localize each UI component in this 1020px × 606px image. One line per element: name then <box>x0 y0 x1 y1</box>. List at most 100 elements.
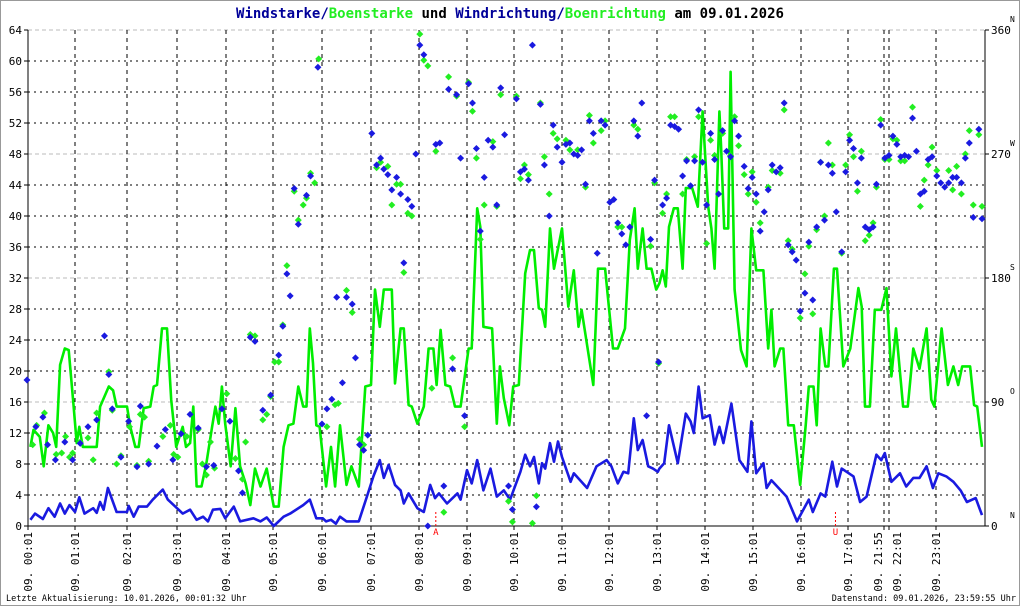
boenrichtung-point <box>893 136 901 144</box>
boenrichtung-point <box>461 423 469 431</box>
windrichtung-point <box>715 190 723 198</box>
windrichtung-point <box>792 256 800 264</box>
boenrichtung-point <box>916 202 924 210</box>
boenrichtung-point <box>271 358 279 366</box>
windrichtung-point <box>965 139 973 147</box>
chart-title: Windstarke/Boenstarke und Windrichtung/B… <box>236 6 784 22</box>
windrichtung-point <box>920 187 928 195</box>
boenrichtung-point <box>449 354 457 362</box>
windrichtung-point <box>457 154 465 162</box>
title-part: Boenrichtung <box>565 6 666 22</box>
windrichtung-point <box>279 322 287 330</box>
windrichtung-point <box>286 292 294 300</box>
windrichtung-point <box>683 157 691 165</box>
windrichtung-point <box>440 482 448 490</box>
boenrichtung-point <box>505 497 513 505</box>
boenrichtung-point <box>809 310 817 318</box>
boenrichtung-point <box>468 107 476 115</box>
x-tick-label: 09. 01:01 <box>69 532 82 592</box>
windrichtung-point <box>32 423 40 431</box>
windrichtung-point <box>528 41 536 49</box>
windrichtung-point <box>772 168 780 176</box>
boenrichtung-point <box>516 175 524 183</box>
y-right-tick-label: 90 <box>991 396 1004 409</box>
windrichtung-point <box>752 190 760 198</box>
windrichtung-point <box>634 132 642 140</box>
windrichtung-point <box>809 296 817 304</box>
windrichtung-point <box>505 482 513 490</box>
windrichtung-point <box>687 182 695 190</box>
windrichtung-point <box>39 413 47 421</box>
boenrichtung-point <box>801 270 809 278</box>
boenrichtung-point <box>784 237 792 245</box>
windrichtung-point <box>780 99 788 107</box>
boenrichtung-point <box>540 153 548 161</box>
windrichtung-point <box>377 154 385 162</box>
boenrichtung-point <box>242 438 250 446</box>
title-part: / <box>320 6 328 22</box>
boenrichtung-point <box>397 180 405 188</box>
windrichtung-point <box>380 165 388 173</box>
windrichtung-point <box>647 235 655 243</box>
boenrichtung-point <box>445 73 453 81</box>
boenrichtung-point <box>420 56 428 64</box>
boenrichtung-point <box>953 162 961 170</box>
title-part: Windrichtung <box>455 6 556 22</box>
windrichtung-point <box>177 430 185 438</box>
windrichtung-point <box>323 405 331 413</box>
windrichtung-point <box>393 173 401 181</box>
boenrichtung-point <box>259 416 267 424</box>
windrichtung-point <box>368 129 376 137</box>
boenrichtung-point <box>388 201 396 209</box>
windrichtung-point <box>267 391 275 399</box>
windrichtung-point <box>453 91 461 99</box>
windrichtung-point <box>776 164 784 172</box>
boenrichtung-point <box>695 113 703 121</box>
windrichtung-point <box>408 202 416 210</box>
windrichtung-point <box>574 151 582 159</box>
boenrichtung-point <box>920 176 928 184</box>
windrichtung-point <box>384 171 392 179</box>
x-tick-label: 09. 12:01 <box>603 532 616 592</box>
windrichtung-point <box>93 416 101 424</box>
y-left-tick-label: 12 <box>9 427 22 440</box>
windrichtung-point <box>512 95 520 103</box>
windrichtung-point <box>905 153 913 161</box>
windrichtung-point <box>756 227 764 235</box>
boenrichtung-point <box>238 475 246 483</box>
boenrichtung-point <box>223 390 231 398</box>
boenrichtung-point <box>945 167 953 175</box>
boenrichtung-point <box>691 153 699 161</box>
windrichtung-point <box>532 503 540 511</box>
boenrichtung-point <box>520 161 528 169</box>
boenrichtung-point <box>275 358 283 366</box>
windrichtung-point <box>928 153 936 161</box>
boenrichtung-point <box>928 143 936 151</box>
windrichtung-point <box>449 365 457 373</box>
windrichtung-point <box>850 144 858 152</box>
boenrichtung-point <box>62 432 70 440</box>
boenrichtung-point <box>949 186 957 194</box>
boenrichtung-point <box>315 55 323 63</box>
windrichtung-point <box>832 208 840 216</box>
windrichtung-point <box>348 300 356 308</box>
windrichtung-point <box>744 184 752 192</box>
windrichtung-point <box>719 127 727 135</box>
boenrichtung-point <box>69 449 77 457</box>
windrichtung-point <box>969 213 977 221</box>
boenrichtung-point <box>532 492 540 500</box>
boenrichtung-point <box>933 167 941 175</box>
boenrichtung-point <box>497 91 505 99</box>
data-state-text: Datenstand: 09.01.2026, 23:59:55 Uhr <box>832 594 1016 604</box>
boenrichtung-point <box>877 116 885 124</box>
boenrichtung-point <box>752 198 760 206</box>
windrichtung-point <box>412 150 420 158</box>
windrichtung-point <box>630 117 638 125</box>
boenrichtung-point <box>735 142 743 150</box>
x-tick-label: 09. 03:01 <box>171 532 184 592</box>
boenrichtung-point <box>432 147 440 155</box>
boenrichtung-point <box>659 209 667 217</box>
windrichtung-point <box>949 173 957 181</box>
windrichtung-point <box>328 395 336 403</box>
boenrichtung-point <box>744 190 752 198</box>
